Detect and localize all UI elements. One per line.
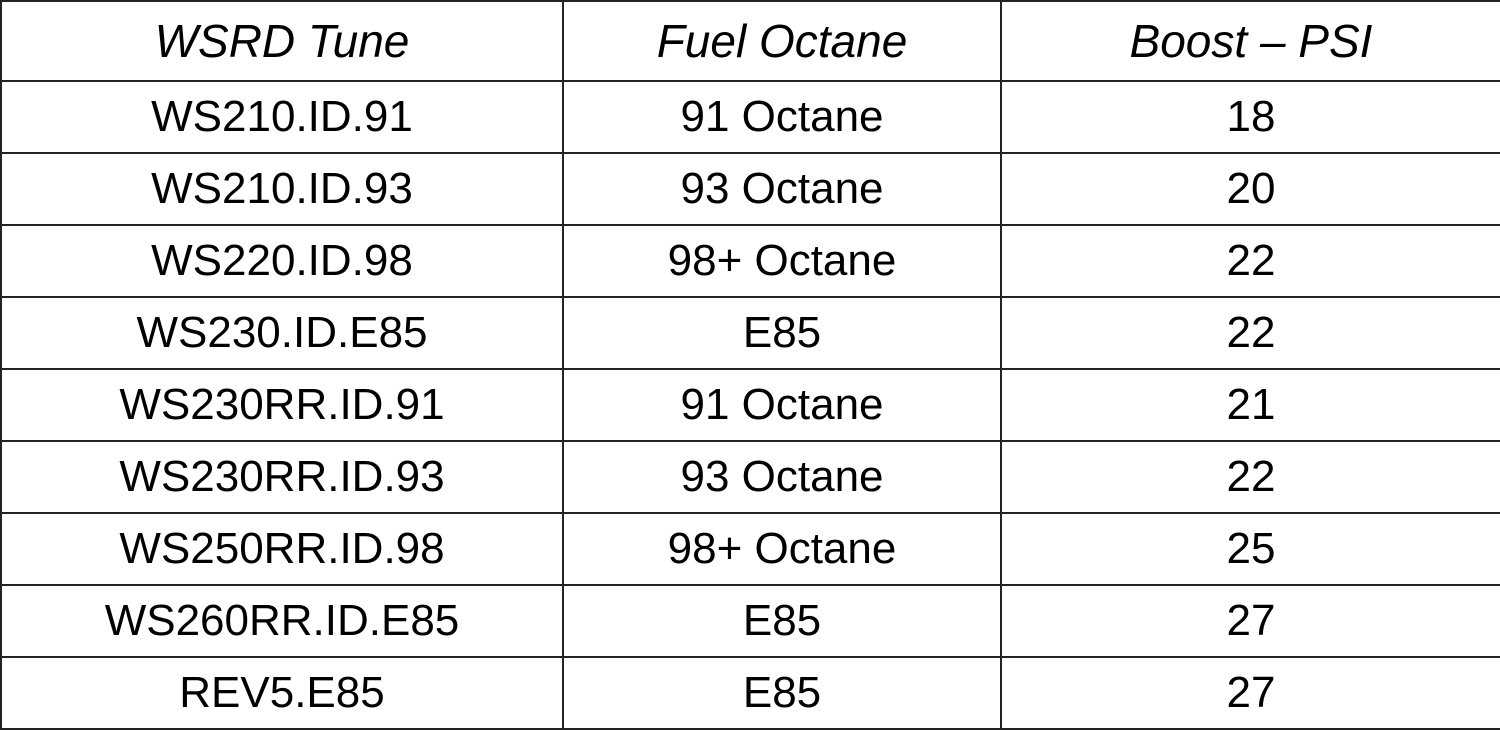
cell-fuel: E85 <box>562 584 1002 658</box>
cell-tune: WS260RR.ID.E85 <box>0 584 564 658</box>
cell-boost: 22 <box>1000 224 1500 298</box>
cell-tune: WS250RR.ID.98 <box>0 512 564 586</box>
header-row: WSRD Tune Fuel Octane Boost – PSI <box>0 0 1500 82</box>
cell-tune: WS230.ID.E85 <box>0 296 564 370</box>
cell-fuel: 93 Octane <box>562 440 1002 514</box>
cell-fuel: 98+ Octane <box>562 512 1002 586</box>
cell-fuel: 91 Octane <box>562 80 1002 154</box>
table-row: REV5.E85 E85 27 <box>0 656 1500 730</box>
cell-boost: 27 <box>1000 584 1500 658</box>
header-wsrd-tune: WSRD Tune <box>0 0 564 82</box>
cell-boost: 25 <box>1000 512 1500 586</box>
cell-fuel: 91 Octane <box>562 368 1002 442</box>
cell-tune: WS210.ID.93 <box>0 152 564 226</box>
cell-boost: 20 <box>1000 152 1500 226</box>
table-row: WS220.ID.98 98+ Octane 22 <box>0 224 1500 298</box>
table-row: WS230.ID.E85 E85 22 <box>0 296 1500 370</box>
table-row: WS210.ID.93 93 Octane 20 <box>0 152 1500 226</box>
cell-boost: 21 <box>1000 368 1500 442</box>
cell-tune: WS210.ID.91 <box>0 80 564 154</box>
cell-tune: WS220.ID.98 <box>0 224 564 298</box>
table-row: WS230RR.ID.93 93 Octane 22 <box>0 440 1500 514</box>
table-row: WS260RR.ID.E85 E85 27 <box>0 584 1500 658</box>
table-row: WS230RR.ID.91 91 Octane 21 <box>0 368 1500 442</box>
cell-tune: WS230RR.ID.93 <box>0 440 564 514</box>
cell-fuel: 93 Octane <box>562 152 1002 226</box>
table-row: WS210.ID.91 91 Octane 18 <box>0 80 1500 154</box>
table-row: WS250RR.ID.98 98+ Octane 25 <box>0 512 1500 586</box>
header-boost-psi: Boost – PSI <box>1000 0 1500 82</box>
cell-tune: WS230RR.ID.91 <box>0 368 564 442</box>
cell-tune: REV5.E85 <box>0 656 564 730</box>
cell-fuel: E85 <box>562 296 1002 370</box>
cell-boost: 27 <box>1000 656 1500 730</box>
cell-fuel: E85 <box>562 656 1002 730</box>
cell-fuel: 98+ Octane <box>562 224 1002 298</box>
header-fuel-octane: Fuel Octane <box>562 0 1002 82</box>
cell-boost: 18 <box>1000 80 1500 154</box>
cell-boost: 22 <box>1000 440 1500 514</box>
cell-boost: 22 <box>1000 296 1500 370</box>
